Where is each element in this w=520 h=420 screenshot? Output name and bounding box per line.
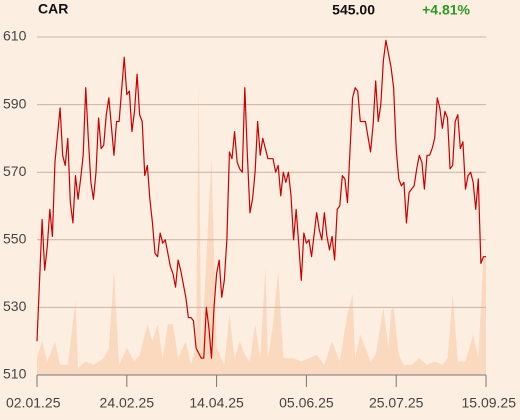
y-tick-label: 510 <box>3 366 27 382</box>
y-tick-label: 610 <box>3 28 27 44</box>
symbol: CAR <box>38 1 68 17</box>
x-tick-label: 24.02.25 <box>100 395 155 411</box>
y-tick-label: 590 <box>3 95 27 111</box>
x-tick-label: 02.01.25 <box>6 395 61 411</box>
price-line <box>36 39 486 359</box>
x-tick-label: 14.04.25 <box>189 395 244 411</box>
x-tick-label: 05.06.25 <box>279 395 334 411</box>
y-tick-label: 550 <box>3 231 27 247</box>
volume-area <box>37 80 486 375</box>
x-tick-label: 15.09.25 <box>462 395 517 411</box>
y-tick-label: 570 <box>3 163 27 179</box>
change: +4.81% <box>422 2 470 18</box>
x-tick-label: 25.07.25 <box>369 395 424 411</box>
price: 545.00 <box>332 2 375 18</box>
y-tick-label: 530 <box>3 298 27 314</box>
